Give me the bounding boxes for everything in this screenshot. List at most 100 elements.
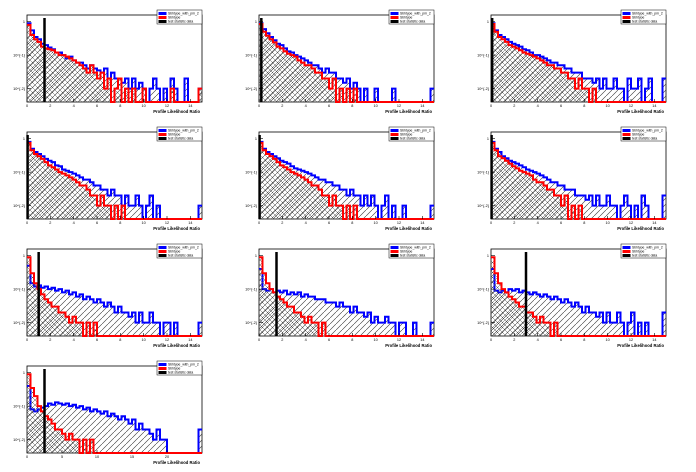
legend-label: test statistic data [400, 254, 425, 258]
x-tick-label: 0 [26, 104, 28, 108]
blue-histogram-line [491, 268, 666, 337]
x-tick-label: 0 [258, 104, 260, 108]
x-tick-label: 14 [652, 221, 656, 225]
legend-swatch [622, 20, 631, 23]
x-tick-label: 2 [281, 221, 283, 225]
chart-panel: 0 2 4 6 8 10 12 14 1 10^{-1} 10^{-2} Profile Likeli… [245, 126, 435, 231]
legend-swatch [158, 250, 167, 253]
x-tick-label: 2 [49, 104, 51, 108]
x-tick-label: 10 [374, 104, 378, 108]
red-histogram-line [27, 373, 202, 454]
x-tick-label: 20 [165, 455, 169, 459]
blue-histogram-line [491, 140, 666, 220]
legend-swatch [158, 246, 167, 249]
x-tick-label: 6 [560, 338, 562, 342]
legend-swatch [158, 20, 167, 23]
legend-box [620, 9, 667, 25]
x-tick-label: 5 [61, 455, 63, 459]
legend-label: Sbhtype [632, 133, 645, 137]
x-tick-label: 12 [397, 221, 401, 225]
y-tick-label: 10^{-2} [13, 438, 26, 442]
x-tick-label: 0 [490, 221, 492, 225]
x-tick-label: 4 [537, 338, 539, 342]
legend-swatch [390, 129, 399, 132]
x-tick-label: 4 [73, 338, 75, 342]
legend-label: Sbhtype [168, 250, 181, 254]
x-axis-label: Profile Likelihood Ratio [385, 109, 432, 114]
legend-label: Sbhtype [168, 367, 181, 371]
legend-swatch [622, 254, 631, 257]
legend-label: Sbhtype_with_pm_2 [400, 246, 431, 250]
y-tick-label: 1 [487, 137, 489, 141]
red-histogram-fill [27, 142, 202, 219]
x-tick-label: 2 [513, 338, 515, 342]
x-tick-label: 12 [629, 104, 633, 108]
red-histogram-fill [27, 257, 202, 336]
y-tick-label: 10^{-2} [477, 204, 490, 208]
red-histogram-line [491, 141, 666, 220]
x-tick-label: 15 [130, 455, 134, 459]
x-tick-label: 14 [420, 104, 424, 108]
x-axis-label: Profile Likelihood Ratio [153, 109, 200, 114]
x-tick-label: 8 [351, 221, 353, 225]
y-tick-label: 10^{-2} [477, 87, 490, 91]
y-tick-label: 10^{-2} [13, 321, 26, 325]
x-tick-label: 0 [26, 221, 28, 225]
legend-box [156, 243, 203, 259]
x-tick-label: 8 [583, 104, 585, 108]
legend-swatch [158, 367, 167, 370]
y-tick-label: 10^{-2} [13, 204, 26, 208]
legend-swatch [158, 12, 167, 15]
red-histogram-fill [491, 24, 666, 102]
x-tick-label: 10 [606, 338, 610, 342]
chart-panel: 0 5 10 15 20 1 10^{-1} 10^{-2} Profile Likelihoo… [13, 360, 203, 465]
x-tick-label: 2 [49, 338, 51, 342]
red-histogram-line [491, 23, 666, 103]
x-axis-label: Profile Likelihood Ratio [153, 460, 200, 465]
x-axis-label: Profile Likelihood Ratio [153, 343, 200, 348]
x-tick-label: 0 [490, 338, 492, 342]
red-histogram-line [259, 256, 434, 337]
x-tick-label: 0 [258, 338, 260, 342]
x-tick-label: 12 [165, 338, 169, 342]
x-tick-label: 14 [188, 338, 192, 342]
legend-box [620, 243, 667, 259]
legend-box [156, 360, 203, 376]
y-tick-label: 10^{-1} [477, 171, 490, 175]
legend-swatch [390, 20, 399, 23]
chart-panel: 0 2 4 6 8 10 12 14 1 10^{-1} 10^{-2} Profile Likeli… [13, 126, 203, 231]
legend-swatch [622, 129, 631, 132]
legend-label: test statistic data [400, 20, 425, 24]
legend-swatch [158, 16, 167, 19]
x-tick-label: 14 [652, 338, 656, 342]
x-tick-label: 8 [119, 221, 121, 225]
legend-swatch [390, 137, 399, 140]
legend-swatch [390, 246, 399, 249]
legend-label: Sbhtype_with_pm_2 [168, 246, 199, 250]
x-axis-label: Profile Likelihood Ratio [385, 343, 432, 348]
x-axis-label: Profile Likelihood Ratio [617, 226, 664, 231]
legend-label: test statistic data [168, 20, 193, 24]
legend-box [388, 243, 435, 259]
x-tick-label: 8 [351, 338, 353, 342]
legend-swatch [158, 133, 167, 136]
legend-swatch [390, 250, 399, 253]
x-tick-label: 2 [281, 338, 283, 342]
x-tick-label: 8 [351, 104, 353, 108]
legend-swatch [390, 12, 399, 15]
x-tick-label: 4 [305, 221, 307, 225]
x-tick-label: 6 [560, 221, 562, 225]
y-tick-label: 10^{-2} [245, 204, 258, 208]
y-tick-label: 10^{-1} [13, 405, 26, 409]
x-tick-label: 4 [73, 221, 75, 225]
x-tick-label: 6 [96, 221, 98, 225]
x-tick-label: 6 [328, 104, 330, 108]
y-tick-label: 10^{-1} [245, 288, 258, 292]
legend-label: Sbhtype_with_pm_2 [632, 246, 663, 250]
legend-label: test statistic data [632, 137, 657, 141]
x-tick-label: 10 [374, 338, 378, 342]
red-histogram-fill [259, 24, 434, 102]
